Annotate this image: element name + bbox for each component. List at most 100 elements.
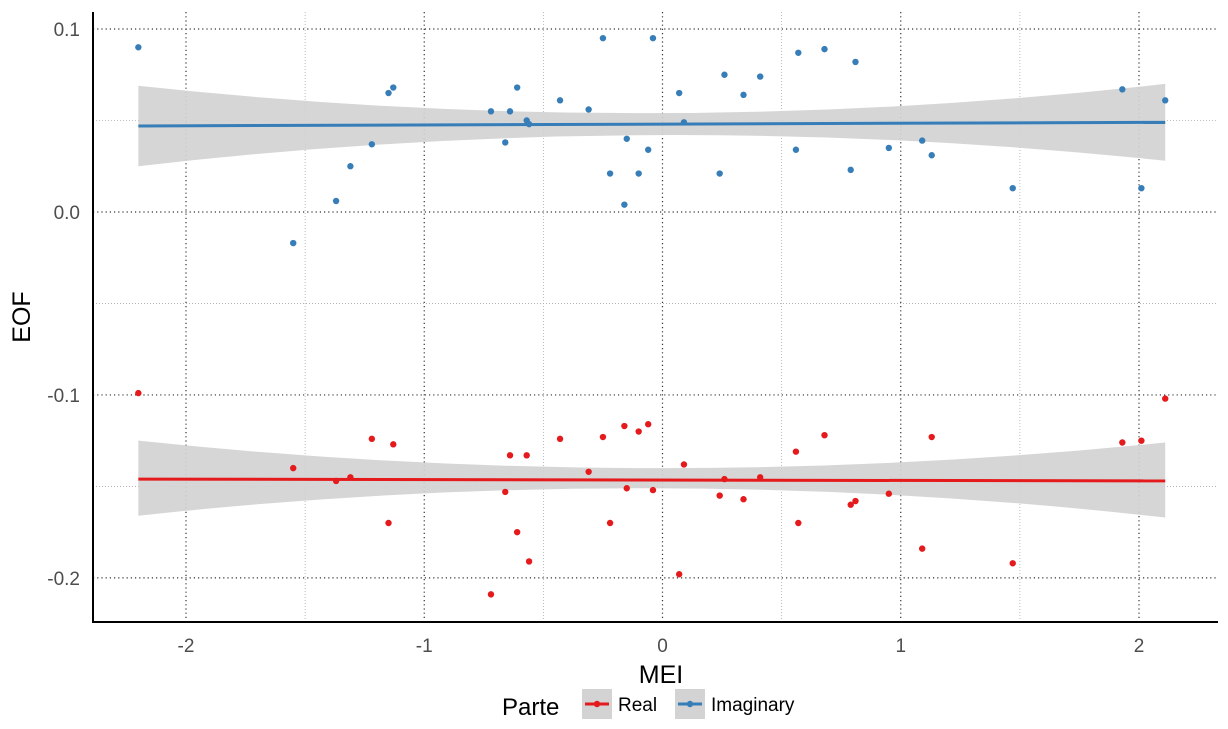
fit-line-imaginary (138, 120, 1166, 128)
y-tick-label: -0.2 (47, 569, 80, 590)
data-point-imaginary (721, 71, 728, 78)
data-point-real (675, 571, 683, 578)
data-point-imaginary (645, 146, 652, 153)
legend-entries: Real Imaginary (582, 689, 795, 719)
data-point-real (621, 422, 628, 430)
x-tick-label: 0 (657, 636, 668, 657)
data-point-imaginary (368, 141, 376, 148)
data-point-real (847, 501, 854, 508)
data-point-real (385, 519, 392, 527)
data-point-imaginary (928, 152, 935, 159)
y-axis-title: EOF (8, 291, 36, 342)
data-point-real (556, 435, 564, 443)
data-point-imaginary (599, 34, 607, 42)
data-point-real (792, 448, 800, 455)
data-point-imaginary (675, 89, 683, 97)
y-tick-label: 0.0 (54, 203, 80, 224)
data-point-imaginary (385, 89, 392, 97)
data-point-real (918, 545, 926, 552)
data-point-real (635, 428, 642, 435)
legend-entry-imaginary: Imaginary (675, 689, 795, 719)
x-tick-label: -2 (178, 636, 195, 657)
data-point-imaginary (821, 45, 828, 53)
data-point-imaginary (556, 97, 564, 104)
y-tick-label: -0.1 (47, 386, 80, 407)
data-point-imaginary (635, 170, 642, 177)
data-point-imaginary (792, 146, 800, 153)
x-axis-title: MEI (639, 661, 683, 689)
data-point-imaginary (1162, 97, 1169, 104)
legend-label: Imaginary (711, 695, 795, 716)
legend-label: Real (618, 695, 657, 716)
fit-lines (138, 120, 1166, 483)
data-point-real (1119, 439, 1126, 446)
x-tick-label: 2 (1134, 636, 1145, 657)
data-point-imaginary (1009, 184, 1016, 192)
confidence-bands (138, 83, 1166, 518)
data-point-imaginary (502, 139, 509, 146)
data-point-imaginary (1138, 184, 1145, 192)
data-point-real (645, 421, 652, 428)
data-point-real (390, 441, 397, 448)
data-point-real (1138, 437, 1145, 444)
data-point-imaginary (885, 144, 893, 152)
data-point-real (502, 488, 509, 496)
data-point-real (852, 497, 859, 505)
data-point-real (680, 461, 688, 468)
data-point-imaginary (756, 73, 764, 80)
data-point-real (716, 492, 723, 499)
data-point-real (740, 496, 747, 503)
data-point-real (506, 452, 514, 459)
legend-entry-real: Real (582, 689, 657, 719)
scatter-points (135, 34, 1169, 598)
data-point-imaginary (740, 91, 747, 99)
data-point-real (821, 431, 828, 439)
x-tick-label: 1 (895, 636, 906, 657)
fit-line-real (138, 477, 1166, 483)
data-point-imaginary (290, 239, 297, 247)
data-point-real (290, 464, 297, 472)
data-point-imaginary (623, 135, 630, 142)
data-point-imaginary (390, 84, 397, 91)
data-point-real (487, 591, 495, 598)
data-point-imaginary (852, 58, 859, 66)
data-point-imaginary (716, 170, 723, 177)
data-point-real (885, 490, 893, 497)
data-point-imaginary (606, 170, 614, 177)
data-point-real (649, 486, 657, 494)
data-point-real (585, 468, 592, 475)
legend: Parte Real Imaginary (502, 689, 795, 721)
data-point-imaginary (1119, 86, 1126, 93)
legend-key-point (686, 700, 694, 708)
data-point-imaginary (847, 166, 854, 174)
axes (92, 12, 1218, 623)
data-point-imaginary (347, 163, 354, 170)
data-point-imaginary (513, 84, 521, 91)
y-tick-label: 0.1 (54, 20, 80, 41)
legend-key-point (593, 700, 601, 708)
tick-labels: -2 -1 0 1 2 0.1 0.0 -0.1 -0.2 (47, 20, 1144, 657)
data-point-imaginary (649, 34, 657, 42)
data-point-real (1162, 395, 1169, 402)
data-point-imaginary (487, 108, 495, 115)
data-point-real (599, 433, 607, 441)
data-point-real (523, 452, 530, 459)
data-point-imaginary (135, 44, 142, 51)
data-point-real (135, 389, 142, 397)
data-point-real (606, 519, 614, 527)
data-point-imaginary (506, 108, 514, 115)
data-point-real (525, 558, 533, 565)
x-tick-label: -1 (416, 636, 433, 657)
data-point-real (795, 519, 802, 527)
data-point-imaginary (332, 197, 340, 205)
data-point-imaginary (621, 201, 628, 208)
data-point-imaginary (585, 106, 592, 113)
data-point-real (513, 528, 521, 536)
data-point-real (1009, 560, 1016, 567)
legend-title: Parte (502, 694, 559, 721)
data-point-imaginary (795, 49, 802, 56)
data-point-imaginary (918, 137, 926, 144)
data-point-real (928, 433, 935, 441)
data-point-real (623, 485, 630, 492)
